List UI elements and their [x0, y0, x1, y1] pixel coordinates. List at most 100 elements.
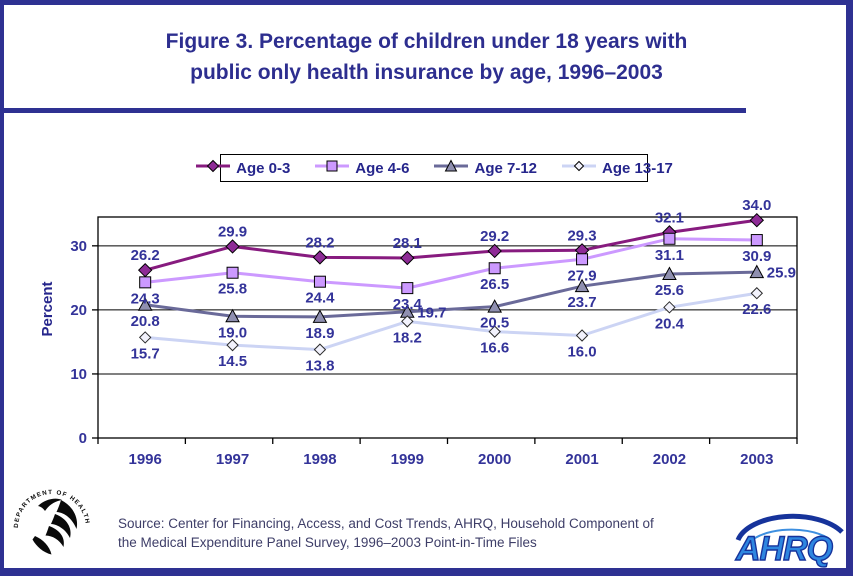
ahrq-swoosh-icon: [735, 513, 844, 542]
marker-age-4-6-2001: [576, 253, 589, 266]
svg-text:DEPARTMENT OF HEALTH & HUMAN S: DEPARTMENT OF HEALTH & HUMAN SERVICES • …: [8, 484, 91, 528]
line-chart: 0 10 20 30 1996 1997 1998 1999 2000 2001 2002 2003 2…: [70, 197, 798, 468]
legend-label: Age 4-6: [355, 159, 410, 177]
legend-marker-square-icon: [314, 159, 350, 178]
data-label-age-13-17-2000: 16.6: [480, 340, 509, 357]
y-tick-label-10: 10: [70, 366, 87, 383]
data-label-age-4-6-1998: 24.4: [305, 290, 335, 307]
legend-marker-diamond-icon: [195, 159, 231, 178]
ahrq-wordmark: AHRQ: [735, 530, 833, 568]
data-label-age-13-17-1996: 15.7: [131, 345, 160, 362]
data-label-age-0-3-2002: 32.1: [655, 209, 684, 226]
series-age-0-3: [137, 212, 765, 278]
ahrq-swoosh-inner-icon: [745, 528, 829, 547]
marker-age-7-12-1998: [312, 309, 328, 323]
data-label-age-7-12-2000: 20.5: [480, 315, 509, 332]
x-tick-label-1996: 1996: [128, 451, 161, 468]
data-label-age-7-12-1997: 19.0: [218, 324, 247, 341]
marker-age-4-6-2000: [488, 262, 501, 275]
chart-legend: Age 0-3 Age 4-6 Age 7-12 Age 13-17: [196, 154, 673, 182]
marker-age-13-17-2002: [663, 301, 676, 314]
legend-item-age-0-3: Age 0-3: [195, 159, 290, 178]
marker-age-7-12-2002: [662, 266, 677, 281]
marker-age-7-12-1996: [137, 297, 153, 311]
y-tick-label-20: 20: [70, 302, 87, 319]
data-label-age-7-12-1996: 20.8: [131, 313, 160, 330]
x-tick-label-2000: 2000: [478, 451, 511, 468]
legend-item-age-13-17: Age 13-17: [561, 159, 673, 178]
y-axis-title: Percent: [39, 281, 56, 337]
marker-age-13-17-2000: [488, 325, 501, 338]
y-tick-label-0: 0: [79, 430, 87, 447]
data-label-age-7-12-1999: 19.7: [417, 304, 446, 321]
data-label-age-4-6-1999: 23.4: [393, 296, 423, 313]
data-label-age-13-17-2002: 20.4: [655, 315, 685, 332]
marker-age-7-12-2001: [574, 278, 590, 293]
x-tick-label-1998: 1998: [303, 451, 336, 468]
figure-title: Figure 3. Percentage of children under 1…: [0, 26, 853, 88]
data-label-age-13-17-1998: 13.8: [305, 358, 334, 375]
marker-age-0-3-2000: [487, 243, 502, 259]
data-label-age-0-3-2003: 34.0: [742, 197, 771, 214]
legend-label: Age 0-3: [236, 159, 291, 177]
marker-age-0-3-1998: [312, 250, 328, 265]
legend-marker-open-diamond-icon: [561, 159, 597, 178]
marker-age-0-3-2003: [749, 212, 765, 228]
legend-marker-shape: [206, 159, 220, 172]
ahrq-logo: AHRQ: [734, 513, 844, 568]
marker-age-13-17-1996: [138, 331, 152, 344]
marker-age-0-3-1996: [137, 262, 153, 278]
data-label-age-0-3-1997: 29.9: [218, 223, 247, 240]
series-line-age-7-12: [143, 270, 759, 319]
figure-title-line2: public only health insurance by age, 199…: [190, 61, 663, 84]
data-label-age-0-3-1998: 28.2: [305, 234, 334, 251]
legend-marker-shape: [445, 158, 458, 171]
source-line1: Source: Center for Financing, Access, an…: [118, 516, 654, 531]
data-label-age-13-17-2003: 22.6: [742, 301, 771, 318]
data-label-age-4-6-2000: 26.5: [480, 276, 509, 293]
data-label-age-4-6-1996: 24.3: [131, 290, 160, 307]
marker-age-7-12-2000: [487, 299, 503, 313]
series-age-7-12: [137, 264, 765, 323]
x-tick-label-2001: 2001: [565, 451, 598, 468]
marker-age-0-3-1999: [400, 250, 415, 266]
marker-age-0-3-1997: [225, 239, 240, 254]
x-tick-label-1997: 1997: [216, 451, 249, 468]
data-label-age-4-6-2003: 30.9: [742, 248, 771, 265]
data-label-age-7-12-2002: 25.6: [655, 282, 684, 299]
data-label-age-4-6-1997: 25.8: [218, 281, 247, 298]
marker-age-7-12-1997: [225, 308, 240, 323]
hhs-eagle-glyph: [32, 498, 78, 555]
legend-marker-shape: [326, 160, 338, 171]
x-tick-label-2003: 2003: [740, 451, 773, 468]
data-label-age-4-6-2001: 27.9: [567, 267, 596, 284]
marker-age-4-6-1998: [313, 275, 326, 288]
y-tick-label-30: 30: [70, 238, 87, 255]
series-line-age-0-3: [143, 218, 759, 272]
data-label-age-7-12-2001: 23.7: [567, 294, 596, 311]
data-label-age-0-3-2001: 29.3: [567, 227, 596, 244]
data-label-age-4-6-2002: 31.1: [655, 247, 684, 264]
legend-item-age-7-12: Age 7-12: [433, 158, 537, 178]
legend-marker-triangle-icon: [433, 158, 469, 178]
marker-age-7-12-2003: [749, 264, 765, 279]
marker-age-13-17-1998: [313, 343, 327, 356]
series-age-13-17: [138, 287, 764, 356]
series-line-age-13-17: [143, 291, 759, 352]
series-age-4-6: [139, 232, 763, 295]
source-line2: the Medical Expenditure Panel Survey, 19…: [118, 535, 537, 550]
data-label-age-7-12-2003: 25.9: [767, 265, 796, 282]
marker-age-13-17-2003: [750, 287, 764, 300]
data-label-age-13-17-1997: 14.5: [218, 353, 247, 370]
source-note: Source: Center for Financing, Access, an…: [118, 514, 738, 552]
marker-age-4-6-1999: [401, 282, 414, 295]
marker-age-4-6-1996: [139, 276, 152, 289]
marker-age-4-6-2002: [663, 232, 676, 245]
legend-marker-shape: [573, 160, 585, 171]
marker-age-13-17-1999: [401, 315, 414, 328]
x-tick-label-1999: 1999: [391, 451, 424, 468]
legend-label: Age 13-17: [602, 159, 673, 177]
x-tick-label-2002: 2002: [653, 451, 686, 468]
data-label-age-13-17-1999: 18.2: [393, 329, 422, 346]
hhs-seal-text: DEPARTMENT OF HEALTH & HUMAN SERVICES • …: [8, 484, 90, 528]
